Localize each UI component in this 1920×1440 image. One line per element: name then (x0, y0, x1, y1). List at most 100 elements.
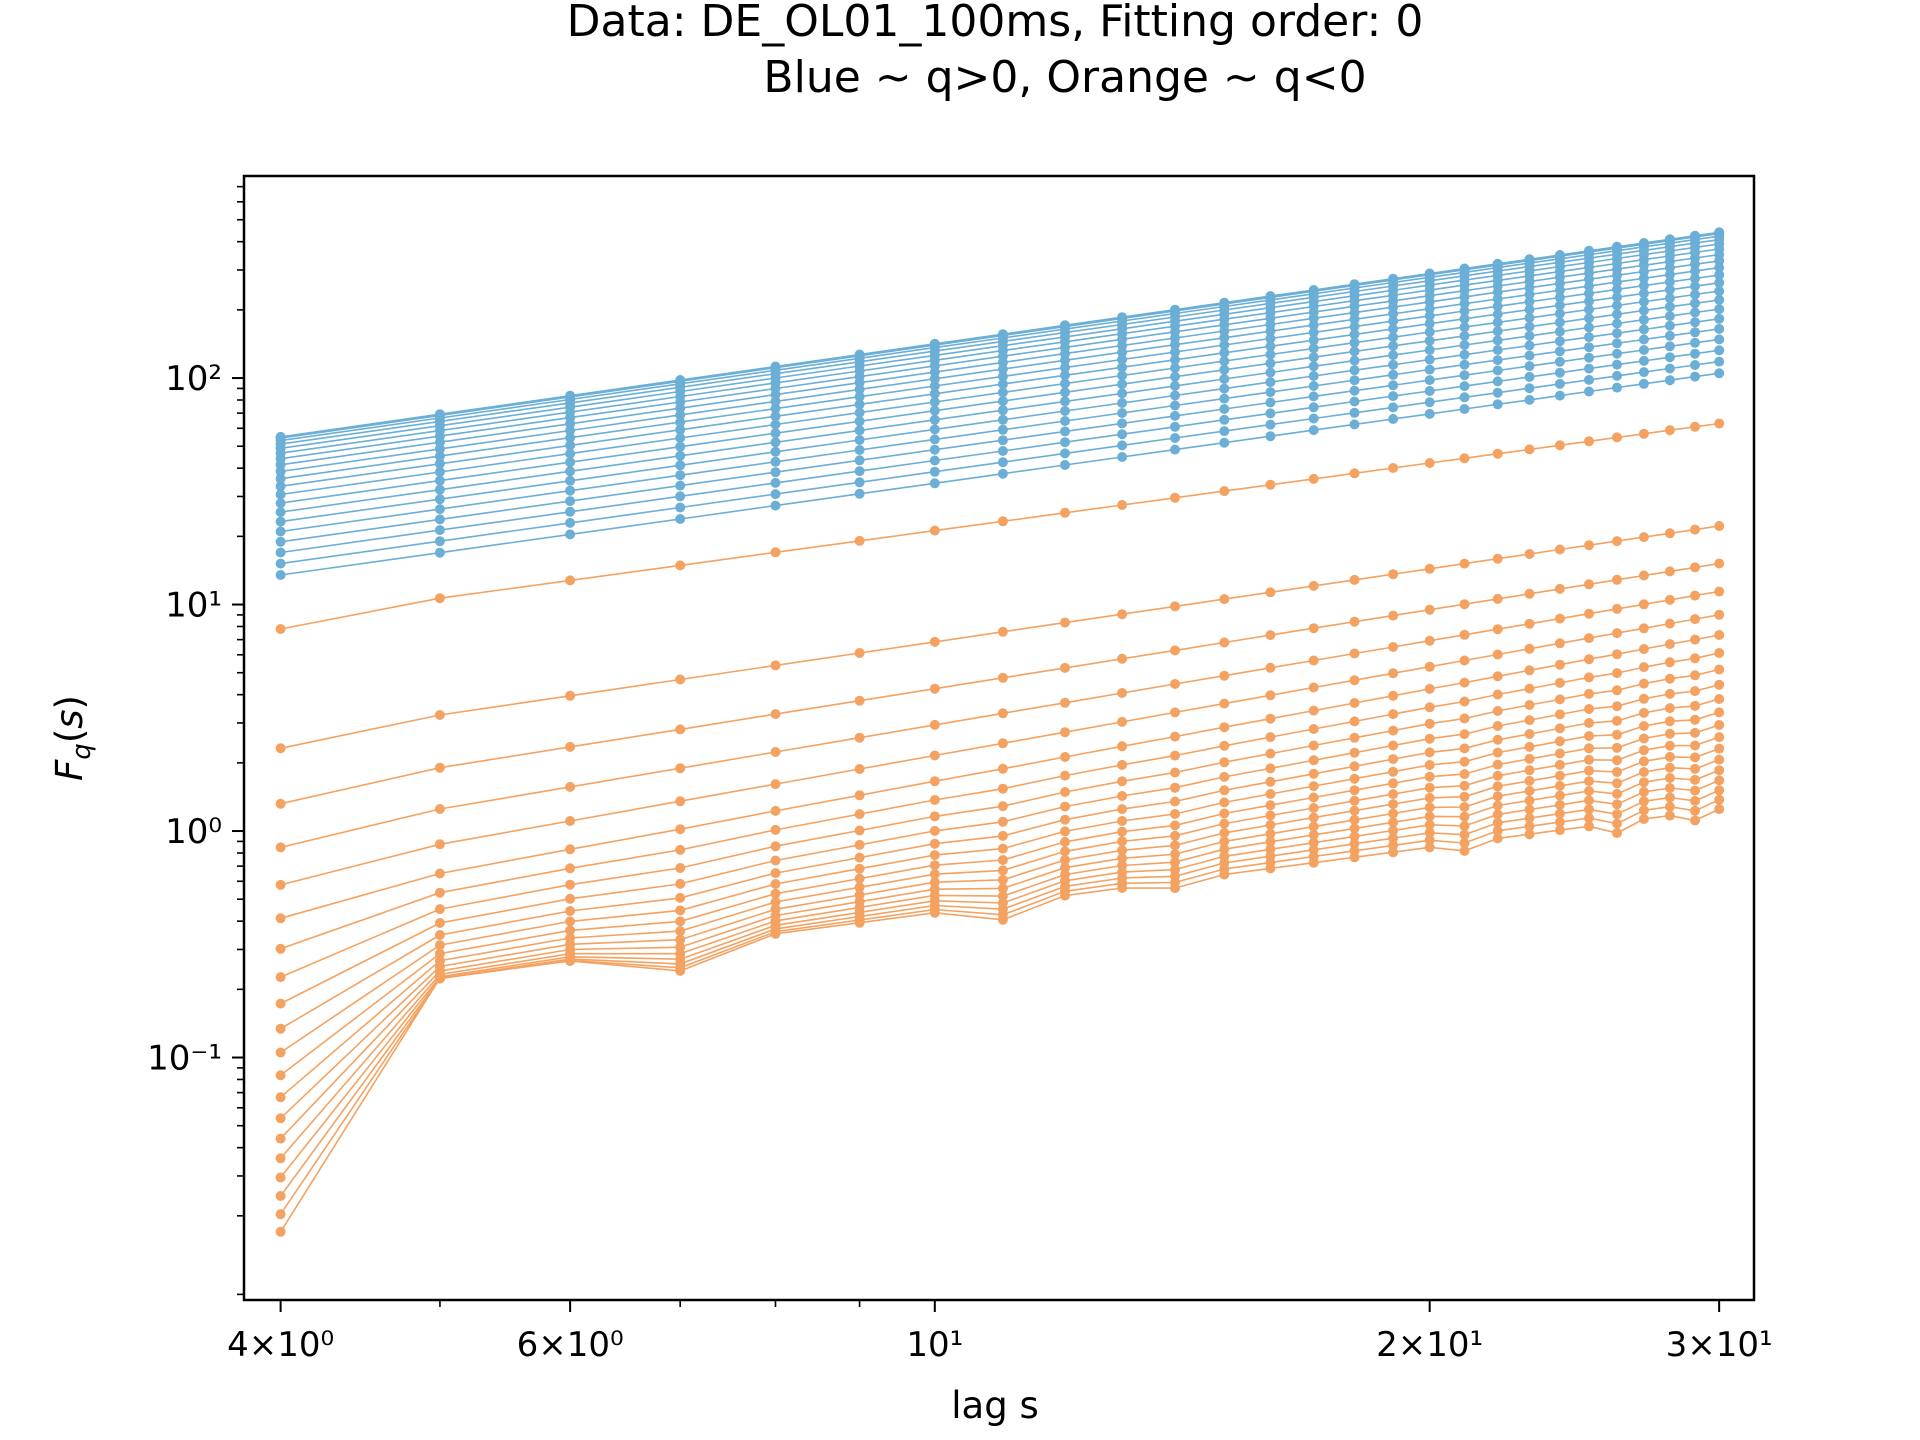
negative-q-series-point (565, 879, 576, 890)
negative-q-series-point (854, 863, 865, 874)
negative-q-series-point (1492, 833, 1503, 844)
positive-q-series-point (275, 526, 286, 537)
negative-q-series-point (1388, 690, 1399, 701)
negative-q-series-point (1638, 707, 1649, 718)
negative-q-series-point (1170, 796, 1180, 807)
positive-q-series-point (1638, 355, 1649, 366)
positive-q-series-point (1690, 266, 1700, 277)
negative-q-series-point (1612, 701, 1622, 712)
positive-q-series-point (565, 496, 576, 507)
positive-q-series-point (1170, 410, 1180, 421)
positive-q-series-point (929, 397, 940, 407)
positive-q-series-point (1459, 349, 1470, 360)
negative-q-series-point (1060, 846, 1070, 857)
negative-q-series-point (929, 850, 940, 861)
negative-q-series-point (1424, 733, 1435, 744)
negative-q-series-point (854, 882, 865, 893)
negative-q-series-point (1612, 715, 1622, 726)
negative-q-series-point (1308, 740, 1319, 751)
positive-q-series-point (1612, 277, 1622, 288)
positive-q-series-point (854, 399, 865, 410)
positive-q-series-point (1554, 390, 1565, 401)
negative-q-series-point (1714, 720, 1725, 730)
negative-q-series-point (1584, 821, 1594, 832)
positive-q-series-point (1459, 381, 1470, 392)
negative-q-series-point (1459, 729, 1470, 740)
negative-q-series-point (1219, 836, 1230, 847)
x-axis-label: lag s (951, 1384, 1038, 1427)
positive-q-series-point (1265, 367, 1276, 378)
negative-q-series-point (1459, 821, 1470, 831)
negative-q-series-point (1308, 580, 1319, 591)
negative-q-series-point (854, 873, 865, 884)
negative-q-series-point (1690, 562, 1700, 573)
positive-q-series-point (1459, 313, 1470, 324)
negative-q-series-point (1612, 536, 1622, 547)
positive-q-series-point (1424, 408, 1435, 419)
negative-q-series-point (1219, 844, 1230, 855)
negative-q-series-point (1690, 805, 1700, 816)
negative-q-series-point (1219, 869, 1230, 880)
negative-q-series-point (997, 783, 1008, 794)
negative-q-series-point (1219, 785, 1230, 796)
positive-q-series-point (1612, 284, 1622, 295)
negative-q-series-point (997, 891, 1008, 902)
negative-q-series-point (1170, 645, 1180, 656)
negative-q-series-point (275, 972, 286, 983)
negative-q-series-point (1388, 766, 1399, 777)
positive-q-series-point (854, 416, 865, 427)
positive-q-series-point (1219, 393, 1230, 404)
negative-q-series-point (854, 825, 865, 836)
negative-q-series-point (770, 747, 781, 757)
positive-q-series-point (1170, 400, 1180, 411)
negative-q-series-point (1554, 659, 1565, 670)
negative-q-series-point (1664, 703, 1675, 714)
negative-q-series-point (929, 877, 940, 888)
negative-q-series-point (275, 943, 286, 954)
positive-q-series-point (1388, 391, 1399, 402)
positive-q-series-point (1524, 371, 1535, 382)
positive-q-series-point (1060, 416, 1070, 426)
negative-q-series-line-16 (279, 779, 1720, 1178)
negative-q-series-point (1714, 694, 1725, 704)
negative-q-series-point (1690, 763, 1700, 774)
negative-q-series-point (1664, 810, 1675, 821)
negative-q-series-point (1664, 688, 1675, 699)
negative-q-series-point (1584, 672, 1594, 683)
negative-q-series-point (1664, 657, 1675, 668)
negative-q-series-point (1584, 654, 1594, 665)
positive-q-series-point (275, 481, 286, 492)
negative-q-series-point (1388, 709, 1399, 720)
positive-q-series-point (929, 414, 940, 425)
negative-q-series-point (434, 887, 445, 898)
positive-q-series-point (1524, 296, 1535, 307)
x-tick-label: 4×10⁰ (227, 1325, 334, 1365)
positive-q-series-point (1714, 345, 1725, 356)
negative-q-series-point (1612, 574, 1622, 585)
positive-q-series-point (854, 391, 865, 402)
negative-q-series-point (565, 690, 576, 701)
positive-q-series-point (1554, 336, 1565, 347)
positive-q-series-point (1117, 398, 1128, 408)
positive-q-series-point (1554, 317, 1565, 328)
positive-q-series-point (1664, 301, 1675, 312)
positive-q-series-point (1349, 355, 1360, 366)
negative-q-series-point (1060, 855, 1070, 865)
x-tick-label: 2×10¹ (1376, 1325, 1483, 1365)
positive-q-series-point (434, 443, 445, 454)
positive-q-series-point (1060, 426, 1070, 437)
positive-q-series-point (1265, 387, 1276, 398)
negative-q-series-point (1265, 690, 1276, 701)
negative-q-series-point (1584, 704, 1594, 714)
negative-q-series-point (1388, 668, 1399, 679)
positive-q-series-point (1308, 327, 1319, 338)
negative-q-series-point (1265, 863, 1276, 874)
negative-q-series-point (275, 798, 286, 809)
positive-q-series-point (854, 407, 865, 418)
positive-q-series-point (1459, 359, 1470, 370)
positive-q-series-point (1524, 361, 1535, 372)
negative-q-series-point (1424, 718, 1435, 729)
negative-q-series-point (1459, 453, 1470, 464)
negative-q-series-point (1060, 752, 1070, 762)
positive-q-series-point (854, 435, 865, 445)
